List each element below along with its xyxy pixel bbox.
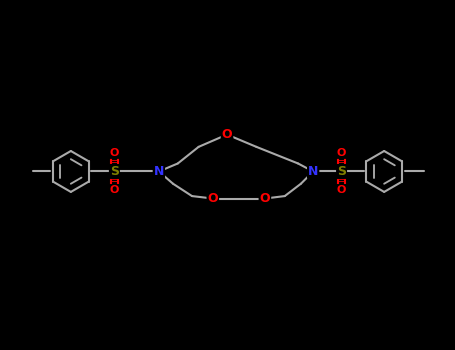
Text: O: O bbox=[110, 148, 119, 158]
Text: O: O bbox=[110, 185, 119, 195]
Text: O: O bbox=[337, 148, 346, 158]
Text: N: N bbox=[154, 165, 164, 178]
Text: =: = bbox=[338, 176, 346, 186]
Text: O: O bbox=[337, 185, 346, 195]
Text: =: = bbox=[110, 157, 118, 167]
Text: O: O bbox=[222, 128, 233, 141]
Text: S: S bbox=[337, 165, 346, 178]
Text: O: O bbox=[259, 192, 270, 205]
Text: =: = bbox=[110, 176, 118, 186]
Text: O: O bbox=[207, 192, 218, 205]
Text: N: N bbox=[308, 165, 318, 178]
Text: S: S bbox=[110, 165, 119, 178]
Text: =: = bbox=[338, 157, 346, 167]
